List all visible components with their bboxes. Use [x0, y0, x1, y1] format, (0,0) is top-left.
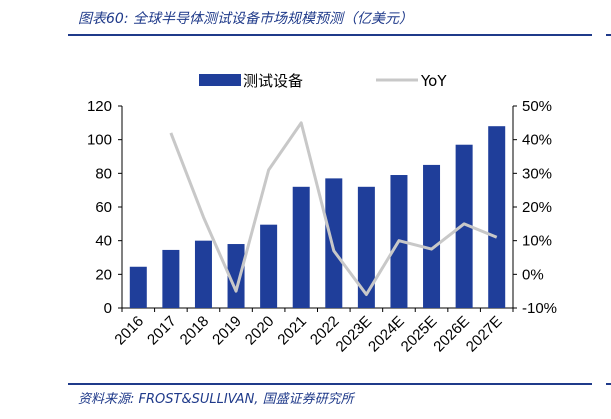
y-left-tick-label: 20: [95, 266, 112, 283]
y-right-tick-label: 20%: [522, 199, 552, 216]
top-rule: [68, 34, 592, 36]
legend-line-label: YoY: [420, 72, 447, 90]
y-left-tick-label: 40: [95, 233, 112, 250]
x-tick-label: 2025E: [398, 313, 441, 356]
bar: [325, 178, 343, 308]
x-tick-label: 2020: [242, 313, 278, 349]
bar: [162, 249, 180, 308]
bar: [260, 224, 278, 308]
legend-bar-label: 测试设备: [243, 72, 303, 90]
x-tick-label: 2021: [274, 313, 310, 349]
y-right-tick-label: 30%: [522, 165, 552, 182]
x-tick-label: 2023E: [333, 313, 376, 356]
y-left-tick-label: 120: [87, 98, 112, 115]
y-left-tick-label: 60: [95, 199, 112, 216]
x-tick-label: 2024E: [365, 313, 408, 356]
y-left-tick-label: 0: [104, 300, 112, 317]
bar: [194, 240, 212, 308]
figure-title: 图表60: 全球半导体测试设备市场规模预测（亿美元）: [78, 11, 413, 27]
y-right-tick-label: -10%: [522, 300, 557, 317]
y-right-tick-label: 10%: [522, 233, 552, 250]
y-left-tick-label: 100: [87, 132, 112, 149]
bar: [292, 186, 310, 308]
x-tick-label: 2017: [144, 313, 180, 349]
y-right-tick-label: 0%: [522, 266, 544, 283]
x-tick-label: 2026E: [430, 313, 473, 356]
top-rule-right: [606, 34, 611, 36]
x-tick-label: 2019: [209, 313, 245, 349]
y-left-tick-label: 80: [95, 165, 112, 182]
x-tick-label: 2018: [177, 313, 213, 349]
x-tick-label: 2016: [111, 313, 147, 349]
y-right-tick-label: 40%: [522, 132, 552, 149]
bar: [488, 126, 506, 308]
bar: [227, 244, 245, 308]
y-right-tick-label: 50%: [522, 98, 552, 115]
legend-bar-swatch: [199, 74, 241, 86]
bar: [357, 186, 375, 308]
x-tick-label: 2027E: [463, 313, 506, 356]
bar: [423, 164, 441, 308]
bar: [129, 266, 147, 308]
source-note: 资料来源: FROST&SULLIVAN, 国盛证券研究所: [78, 392, 354, 407]
bottom-rule: [68, 383, 592, 385]
bar: [455, 144, 473, 308]
bottom-rule-right: [606, 383, 611, 385]
